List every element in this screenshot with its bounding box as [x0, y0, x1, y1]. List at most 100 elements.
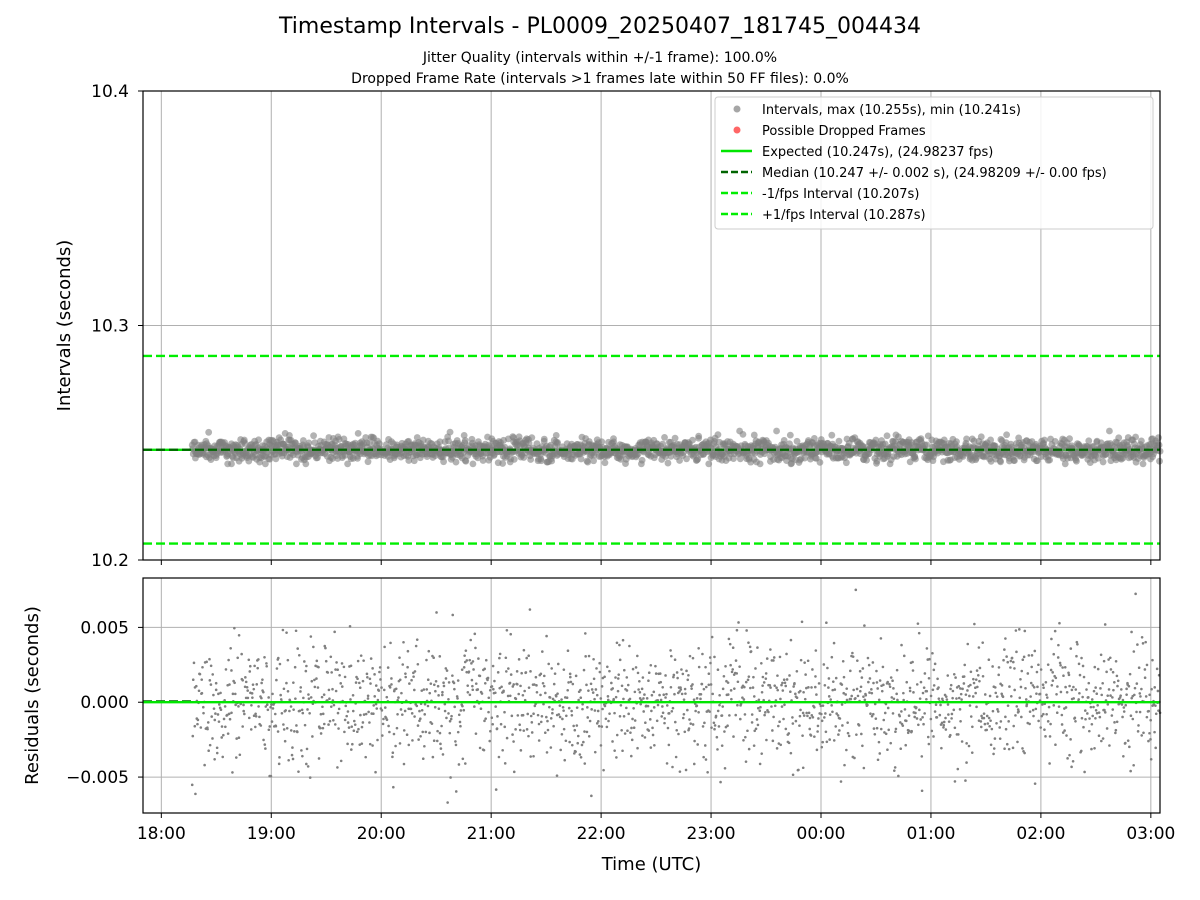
residual-point	[620, 728, 623, 732]
residual-point	[694, 709, 697, 713]
residual-point	[873, 732, 877, 736]
residual-point	[855, 687, 859, 691]
residual-point	[1061, 666, 1064, 669]
residual-point	[701, 725, 705, 728]
residual-point	[921, 691, 925, 695]
residual-point	[750, 721, 754, 724]
residual-point	[571, 682, 575, 686]
residual-point	[277, 762, 281, 766]
residual-point	[1059, 663, 1062, 667]
residual-point	[315, 677, 318, 680]
residual-point	[1105, 727, 1109, 730]
residual-point	[420, 708, 424, 712]
residual-point	[403, 709, 407, 713]
residual-point	[556, 662, 560, 666]
residual-point	[939, 703, 942, 707]
residual-point	[765, 738, 768, 742]
residual-point	[1098, 715, 1102, 719]
residual-point	[1106, 703, 1110, 706]
residual-point	[399, 708, 403, 711]
residual-point	[525, 656, 528, 660]
residual-point	[849, 697, 853, 701]
residual-point	[1004, 715, 1007, 719]
residual-point	[1144, 640, 1147, 644]
residual-point	[237, 633, 241, 637]
residual-point	[259, 724, 263, 727]
bottom-y-axis-label: Residuals (seconds)	[22, 606, 43, 785]
residual-point	[989, 719, 992, 722]
residual-point	[608, 669, 611, 673]
residual-point	[653, 744, 656, 747]
residual-point	[435, 611, 438, 614]
residual-point	[552, 682, 556, 686]
residual-point	[974, 686, 977, 690]
residual-point	[801, 734, 804, 737]
residual-point	[598, 661, 601, 665]
residual-point	[469, 638, 473, 642]
residual-point	[868, 691, 871, 694]
residual-point	[600, 725, 604, 728]
residual-point	[693, 739, 696, 743]
residual-point	[861, 667, 865, 670]
interval-point	[452, 458, 460, 466]
residual-point	[768, 683, 772, 687]
residual-point	[946, 703, 950, 706]
residual-point	[420, 689, 424, 692]
residual-point	[404, 672, 407, 675]
residual-point	[622, 714, 626, 718]
residual-point	[880, 689, 884, 693]
residual-point	[346, 710, 350, 713]
residual-point	[555, 774, 559, 777]
residual-point	[900, 710, 903, 713]
residual-point	[1108, 744, 1111, 747]
residual-point	[683, 730, 687, 734]
interval-point	[638, 456, 646, 464]
interval-point	[1066, 435, 1073, 443]
residual-point	[771, 739, 775, 743]
residual-point	[918, 697, 922, 700]
interval-point	[310, 432, 317, 440]
residual-point	[351, 694, 355, 697]
residual-point	[886, 680, 890, 684]
residual-point	[974, 678, 978, 681]
residual-point	[731, 668, 735, 671]
residual-point	[709, 661, 712, 665]
residual-point	[296, 730, 299, 734]
residual-point	[1100, 693, 1104, 697]
interval-point	[1094, 454, 1102, 462]
residual-point	[992, 747, 996, 750]
residual-point	[1138, 710, 1142, 714]
residual-point	[841, 659, 845, 663]
residual-point	[974, 691, 977, 695]
residual-point	[1048, 735, 1052, 738]
x-tick-label: 22:00	[577, 824, 626, 844]
residual-point	[464, 649, 468, 652]
residual-point	[604, 717, 608, 721]
residual-point	[1014, 629, 1018, 632]
residual-point	[316, 686, 320, 689]
interval-point	[410, 457, 418, 465]
residual-point	[1061, 731, 1065, 734]
residual-point	[301, 754, 304, 758]
residual-point	[801, 766, 805, 770]
residual-point	[402, 729, 406, 732]
residual-point	[228, 717, 232, 721]
residual-point	[1112, 688, 1115, 692]
residual-point	[953, 726, 957, 730]
interval-point	[436, 438, 444, 446]
residual-point	[360, 725, 364, 729]
residual-point	[1105, 670, 1108, 674]
residual-point	[697, 710, 700, 714]
residual-point	[226, 713, 229, 717]
residual-point	[962, 682, 966, 685]
residual-point	[441, 690, 444, 694]
residual-point	[282, 728, 286, 731]
residual-point	[983, 722, 987, 726]
residual-point	[307, 693, 310, 696]
residual-point	[856, 659, 859, 662]
residual-point	[860, 676, 864, 679]
residual-point	[557, 713, 561, 716]
residual-point	[509, 673, 513, 676]
residual-point	[862, 695, 865, 698]
residual-point	[736, 680, 740, 684]
